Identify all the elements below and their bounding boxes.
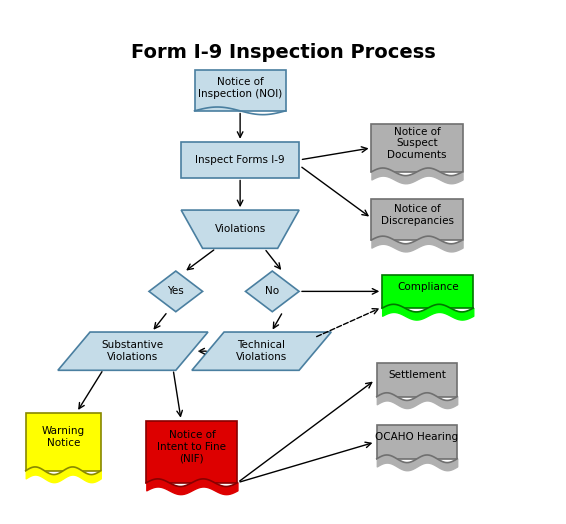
FancyBboxPatch shape [195,70,286,111]
Polygon shape [149,271,203,312]
Bar [147,421,238,483]
Text: Form I-9 Inspection Process: Form I-9 Inspection Process [131,42,435,62]
Polygon shape [246,271,299,312]
Text: Technical
Violations: Technical Violations [236,341,287,362]
Text: Violations: Violations [215,224,266,234]
Text: Settlement: Settlement [388,370,446,380]
Polygon shape [58,332,208,370]
Text: Substantive
Violations: Substantive Violations [102,341,164,362]
Polygon shape [181,210,299,248]
Text: Notice of
Suspect
Documents: Notice of Suspect Documents [387,126,447,160]
Bar [377,425,457,459]
Polygon shape [192,332,331,370]
Text: Notice of
Inspection (NOI): Notice of Inspection (NOI) [198,78,282,99]
Text: Yes: Yes [168,287,184,297]
Bar [371,124,462,172]
Text: Notice of
Intent to Fine
(NIF): Notice of Intent to Fine (NIF) [157,430,226,463]
Text: Inspect Forms I-9: Inspect Forms I-9 [195,155,285,165]
Text: Warning
Notice: Warning Notice [42,427,85,448]
Bar [181,142,299,178]
Bar [382,275,473,308]
Text: Compliance: Compliance [397,281,458,291]
Text: OCAHO Hearing: OCAHO Hearing [375,432,458,442]
Text: No: No [265,287,280,297]
Text: Notice of
Discrepancies: Notice of Discrepancies [380,204,453,226]
Bar [377,363,457,397]
Bar [371,199,462,240]
Bar [25,413,101,471]
